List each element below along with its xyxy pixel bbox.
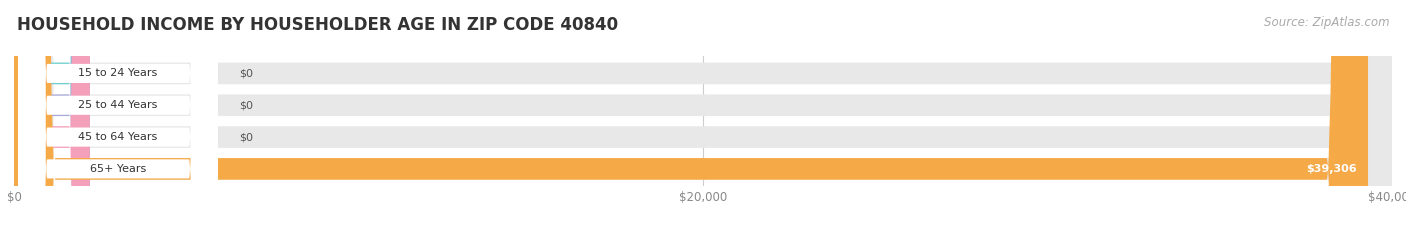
FancyBboxPatch shape <box>18 0 218 233</box>
FancyBboxPatch shape <box>14 0 90 233</box>
Text: Source: ZipAtlas.com: Source: ZipAtlas.com <box>1264 16 1389 29</box>
Text: HOUSEHOLD INCOME BY HOUSEHOLDER AGE IN ZIP CODE 40840: HOUSEHOLD INCOME BY HOUSEHOLDER AGE IN Z… <box>17 16 619 34</box>
Text: $0: $0 <box>239 132 253 142</box>
FancyBboxPatch shape <box>14 0 1368 233</box>
FancyBboxPatch shape <box>14 0 1392 233</box>
Text: 25 to 44 Years: 25 to 44 Years <box>79 100 157 110</box>
FancyBboxPatch shape <box>14 0 1392 233</box>
Text: $0: $0 <box>239 69 253 79</box>
FancyBboxPatch shape <box>18 0 218 233</box>
Text: $39,306: $39,306 <box>1306 164 1357 174</box>
FancyBboxPatch shape <box>14 0 1392 233</box>
FancyBboxPatch shape <box>18 0 218 233</box>
Text: $0: $0 <box>239 100 253 110</box>
Text: 65+ Years: 65+ Years <box>90 164 146 174</box>
FancyBboxPatch shape <box>14 0 90 233</box>
FancyBboxPatch shape <box>14 0 1392 233</box>
Text: 45 to 64 Years: 45 to 64 Years <box>79 132 157 142</box>
Text: 15 to 24 Years: 15 to 24 Years <box>79 69 157 79</box>
FancyBboxPatch shape <box>14 0 90 233</box>
FancyBboxPatch shape <box>18 0 218 233</box>
